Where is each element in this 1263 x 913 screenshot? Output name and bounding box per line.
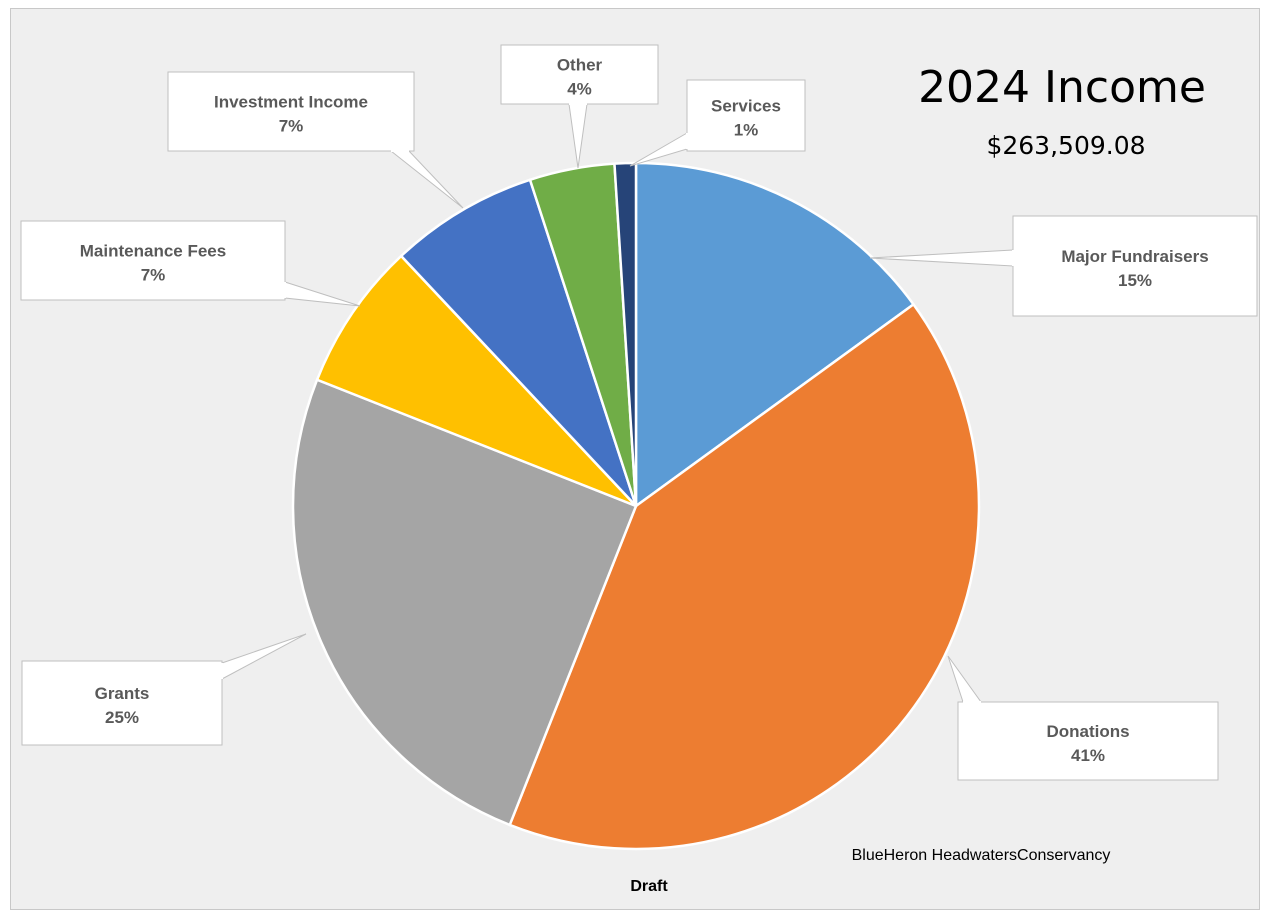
callout-major-fundraisers: Major Fundraisers 15% [869,215,1258,317]
callout-box [21,660,223,746]
callout-leader [629,132,688,167]
callout-leader [284,281,361,307]
callout-investment-income: Investment Income 7% [167,71,464,209]
callout-category-label: Services [711,97,781,116]
callout-other: Other 4% [500,44,659,169]
pie-slice-donations [508,303,981,851]
data-label-callouts: Major Fundraisers 15% Donations 41% Grants 25… [20,44,1258,781]
callout-services: Services 1% [629,79,806,167]
callout-percent-label: 7% [279,117,304,136]
callout-donations: Donations 41% [947,655,1219,781]
callout-category-label: Maintenance Fees [80,242,226,261]
callout-category-label: Donations [1046,722,1129,741]
callout-category-label: Grants [95,684,150,703]
callout-leader [568,103,588,169]
callout-leader [869,249,1014,267]
organization-name: BlueHeron HeadwatersConservancy [852,847,1111,864]
pie-slice-maintenance-fees [315,254,638,508]
callout-grants: Grants 25% [21,633,307,746]
callout-box [1012,215,1258,317]
draft-label: Draft [630,878,668,895]
callout-percent-label: 15% [1118,271,1152,290]
callout-box [957,701,1219,781]
callout-percent-label: 7% [141,266,166,285]
pie-slices [291,161,981,851]
callout-box [167,71,415,152]
pie-slice-grants [291,378,638,827]
callout-percent-label: 25% [105,708,139,727]
pie-slice-investment-income [399,178,638,508]
callout-category-label: Major Fundraisers [1061,247,1208,266]
callout-percent-label: 41% [1071,746,1105,765]
callout-leader [389,150,464,209]
callout-box [20,220,286,301]
chart-subtitle-total: $263,509.08 [986,131,1145,160]
pie-slice-major-fundraisers [634,161,915,508]
callout-category-label: Other [557,56,603,75]
callout-leader [947,655,982,703]
callout-box [500,44,659,105]
chart-title: 2024 Income [918,62,1206,113]
callout-category-label: Investment Income [214,93,368,112]
callout-leader [221,633,307,680]
callout-box [686,79,806,152]
callout-percent-label: 4% [567,80,592,99]
callout-percent-label: 1% [734,121,759,140]
callout-maintenance-fees: Maintenance Fees 7% [20,220,361,307]
